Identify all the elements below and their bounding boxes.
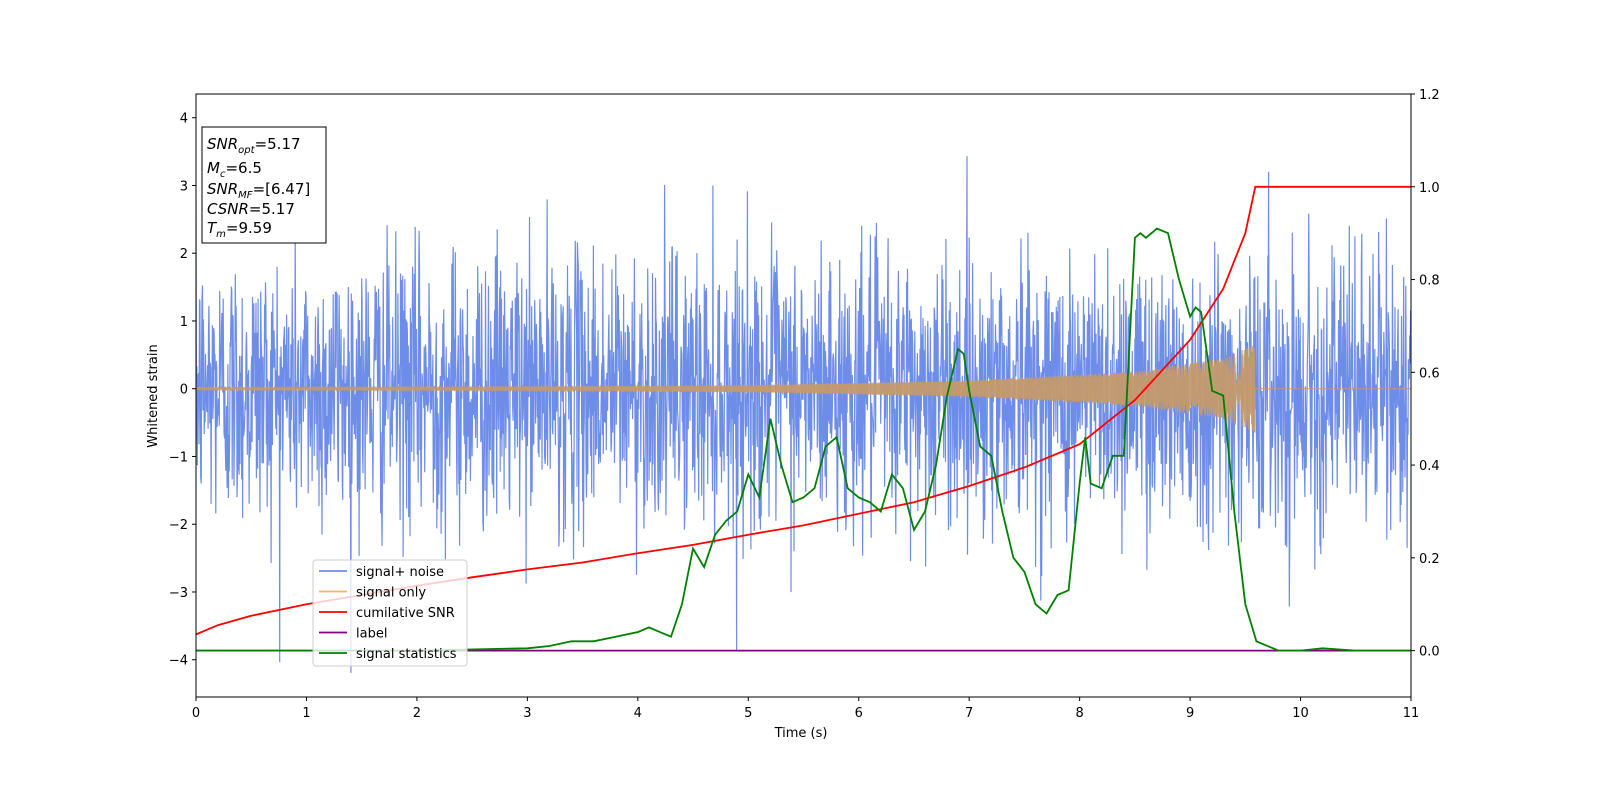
legend-label: signal only: [356, 586, 426, 601]
legend-label: cumilative SNR: [356, 606, 455, 621]
legend: signal+ noise signal only cumilative SNR la…: [312, 559, 468, 667]
y-left-tick-label: 3: [180, 179, 188, 194]
x-tick-label: 5: [744, 706, 752, 721]
y-right-tick-label: 0.6: [1419, 366, 1440, 381]
series-signal-noise-line: [196, 156, 1411, 673]
info-box: SNRopt=5.17 Mc=6.5 SNRMF=[6.47] CSNR=5.1…: [201, 126, 327, 244]
info-snr-mf: SNRMF=[6.47]: [207, 180, 310, 201]
y-right-tick-label: 0.4: [1419, 459, 1440, 474]
info-box-frame: [201, 126, 327, 244]
y-left-tick-label: −3: [169, 586, 188, 601]
info-tm: Tm=9.59: [207, 219, 272, 240]
x-tick-label: 4: [634, 706, 642, 721]
info-csnr: CSNR=5.17: [207, 200, 295, 218]
y-right-tick-label: 0.2: [1419, 552, 1440, 567]
y-left-tick-label: 1: [180, 315, 188, 330]
legend-frame: [312, 559, 468, 667]
y-right-tick-label: 0.8: [1419, 274, 1440, 289]
series-signal-statistics-line: [196, 227, 1411, 652]
axes: 0 1 2 3 4 5 6 7 8 9 10 11 −4 −3 −2 −1 0 1 2 3 4 0.0 0.2 0.4 0.6 0…: [169, 88, 1440, 721]
x-tick-label: 7: [965, 706, 973, 721]
x-tick-label: 11: [1403, 706, 1420, 721]
y-left-tick-label: −2: [169, 518, 188, 533]
y-left-tick-label: −1: [169, 450, 188, 465]
y-right-tick-label: 1.2: [1419, 88, 1440, 103]
y-left-tick-label: 2: [180, 247, 188, 262]
legend-label: signal statistics: [356, 647, 457, 662]
x-tick-label: 1: [302, 706, 310, 721]
legend-label: signal+ noise: [356, 565, 444, 580]
x-tick-label: 3: [523, 706, 531, 721]
x-tick-label: 10: [1292, 706, 1309, 721]
x-tick-label: 6: [855, 706, 863, 721]
y-left-tick-label: 4: [180, 112, 188, 127]
y-left-tick-label: −4: [169, 654, 188, 669]
y-left-tick-label: 0: [180, 383, 188, 398]
legend-label: label: [356, 627, 387, 642]
plot-frame: [195, 93, 1412, 698]
series-signal-only-line: [196, 345, 1411, 433]
x-axis-label: Time (s): [774, 726, 828, 741]
x-tick-label: 2: [413, 706, 421, 721]
x-tick-label: 0: [192, 706, 200, 721]
y-axis-label: Whitened strain: [146, 344, 161, 447]
y-right-tick-label: 1.0: [1419, 181, 1440, 196]
x-tick-label: 8: [1075, 706, 1083, 721]
info-mc: Mc=6.5: [207, 159, 262, 180]
y-right-tick-label: 0.0: [1419, 645, 1440, 660]
info-snr-opt: SNRopt=5.17: [207, 135, 301, 156]
x-tick-label: 9: [1186, 706, 1194, 721]
